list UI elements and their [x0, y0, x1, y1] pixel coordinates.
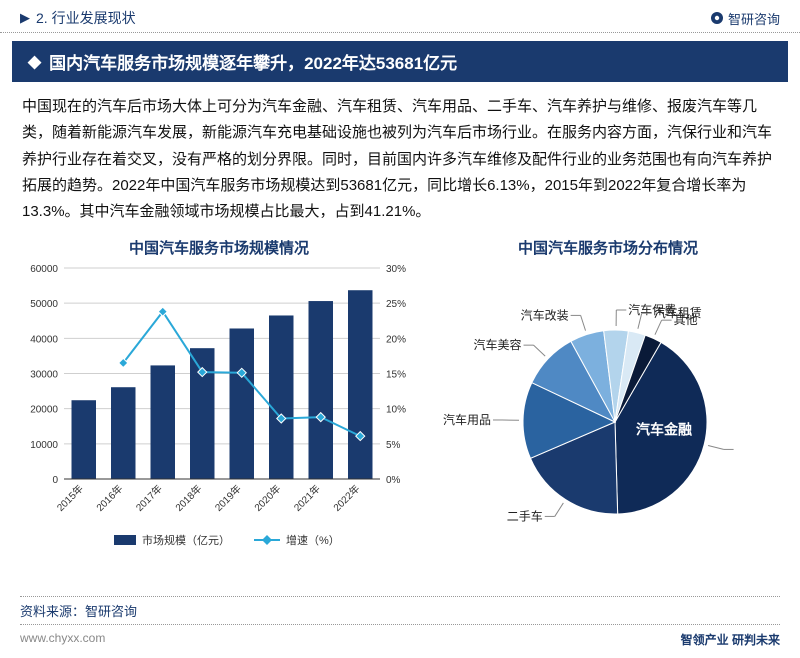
svg-text:0%: 0% [386, 475, 401, 486]
svg-text:汽车金融: 汽车金融 [636, 422, 692, 438]
svg-text:2021年: 2021年 [291, 482, 323, 514]
svg-text:25%: 25% [386, 299, 406, 310]
svg-text:2022年: 2022年 [330, 482, 362, 514]
svg-text:40000: 40000 [30, 335, 58, 346]
brand-icon [710, 11, 724, 25]
source-line: 资料来源：智研咨询 [20, 596, 780, 625]
section-header: ▶ 2. 行业发展现状 智研咨询 [0, 0, 800, 33]
svg-text:10%: 10% [386, 405, 406, 416]
main-title: 国内汽车服务市场规模逐年攀升，2022年达53681亿元 [49, 49, 457, 74]
section-label: 2. 行业发展现状 [36, 8, 136, 28]
brand-top: 智研咨询 [710, 9, 780, 28]
footer-url: www.chyxx.com [20, 631, 105, 648]
svg-text:50000: 50000 [30, 299, 58, 310]
svg-text:10000: 10000 [30, 440, 58, 451]
body-paragraph: 中国现在的汽车后市场大体上可分为汽车金融、汽车租赁、汽车用品、二手车、汽车养护与… [0, 82, 800, 231]
svg-text:汽车用品: 汽车用品 [443, 412, 491, 427]
svg-text:2018年: 2018年 [172, 482, 204, 514]
svg-text:0: 0 [52, 475, 58, 486]
svg-text:汽车美容: 汽车美容 [474, 337, 522, 352]
svg-text:2020年: 2020年 [251, 482, 283, 514]
footer: 资料来源：智研咨询 www.chyxx.com 智领产业 研判未来 [0, 590, 800, 658]
svg-text:汽车改装: 汽车改装 [521, 308, 569, 323]
svg-text:15%: 15% [386, 370, 406, 381]
bar-line-chart-col: 中国汽车服务市场规模情况 0 10000 20000 30000 40000 50000 6… [14, 231, 424, 562]
svg-text:30000: 30000 [30, 370, 58, 381]
pie-chart-col: 中国汽车服务市场分布情况 汽车金融二手车汽车用品汽车美容汽车改装汽车保费汽车租赁… [430, 231, 786, 562]
svg-text:增速（%）: 增速（%） [286, 533, 340, 547]
svg-text:2017年: 2017年 [133, 482, 165, 514]
pie-chart-title: 中国汽车服务市场分布情况 [430, 237, 786, 258]
charts-row: 中国汽车服务市场规模情况 0 10000 20000 30000 40000 50000 6… [0, 231, 800, 562]
title-bar: ◆ 国内汽车服务市场规模逐年攀升，2022年达53681亿元 [12, 41, 788, 82]
svg-text:二手车: 二手车 [507, 509, 543, 524]
svg-text:20%: 20% [386, 335, 406, 346]
svg-text:20000: 20000 [30, 405, 58, 416]
pie-chart: 汽车金融二手车汽车用品汽车美容汽车改装汽车保费汽车租赁其他 [430, 262, 780, 557]
arrow-icon: ▶ [20, 10, 30, 26]
footer-tagline: 智领产业 研判未来 [681, 631, 780, 648]
svg-text:5%: 5% [386, 440, 401, 451]
svg-text:60000: 60000 [30, 264, 58, 275]
svg-text:其他: 其他 [674, 313, 698, 327]
svg-text:30%: 30% [386, 264, 406, 275]
svg-text:2016年: 2016年 [93, 482, 125, 514]
svg-text:2019年: 2019年 [212, 482, 244, 514]
diamond-icon: ◆ [28, 52, 41, 72]
bar-chart-title: 中国汽车服务市场规模情况 [14, 237, 424, 258]
svg-text:市场规模（亿元）: 市场规模（亿元） [142, 533, 230, 547]
svg-text:2015年: 2015年 [54, 482, 86, 514]
bar-line-chart: 0 10000 20000 30000 40000 50000 60000 0% 5% 10% 15… [14, 262, 424, 557]
